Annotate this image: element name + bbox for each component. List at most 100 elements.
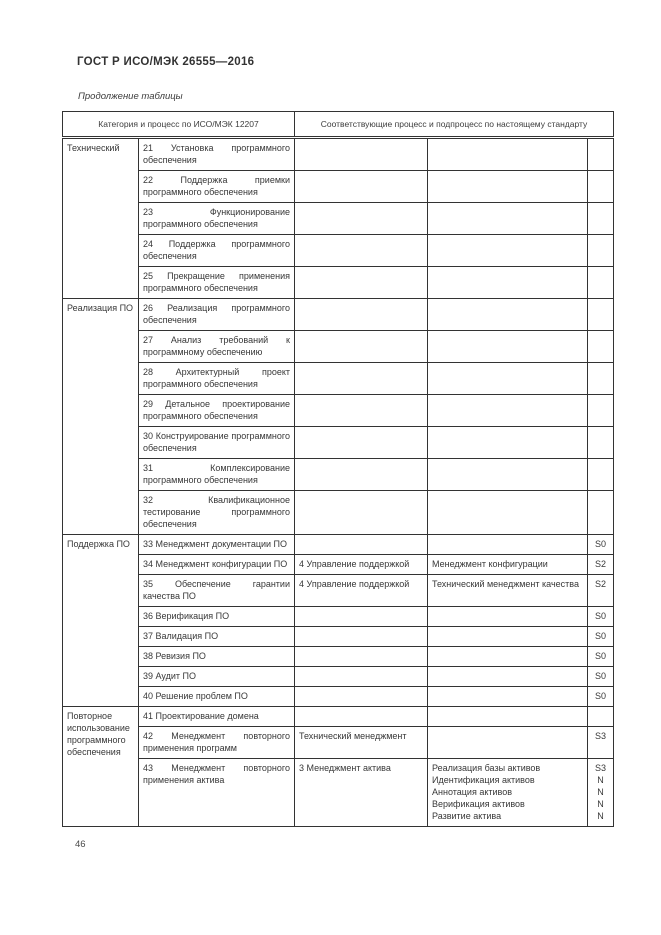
std-process-cell [294,534,428,555]
subprocess-cell [427,394,588,427]
doc-number: ГОСТ Р ИСО/МЭК 26555—2016 [77,56,255,68]
table-row: Реализация ПО 26 Реализация программного… [62,298,615,535]
code-cell: S0 [586,606,615,627]
std-process-cell: 4 Управление поддержкой [294,574,428,607]
table-row: 32 Квалификационное тестирование програм… [63,490,615,535]
std-process-cell [294,170,428,203]
std-process-cell [294,202,428,235]
std-process-cell [294,458,428,491]
page-number: 46 [75,839,86,850]
process-cell: 42 Менеджмент повторного применения прог… [138,726,295,759]
std-process-cell [294,298,428,331]
std-process-cell: 3 Менеджмент актива [294,758,428,827]
code-cell: S2 [586,554,615,575]
code-cell: S3 N N N N [586,758,615,827]
table-caption: Продолжение таблицы [78,91,183,102]
code-cell [586,362,615,395]
process-cell: 43 Менеджмент повторного применения акти… [138,758,295,827]
subprocess-cell [427,686,588,707]
process-cell: 41 Проектирование домена [138,706,295,727]
process-cell: 26 Реализация программного обеспечения [138,298,295,331]
process-cell: 22 Поддержка приемки программного обеспе… [138,170,295,203]
table-header-right: Соответствующие процесс и подпроцесс по … [293,111,615,139]
code-cell: S0 [586,666,615,687]
process-cell: 33 Менеджмент документации ПО [138,534,295,555]
process-cell: 21 Установка программного обеспечения [138,137,295,171]
subprocess-cell [427,726,588,759]
code-cell [586,137,615,171]
subprocess-cell: Технический менеджмент качества [427,574,588,607]
table-header-row: Категория и процесс по ИСО/МЭК 12207 Соо… [62,111,615,139]
subprocess-cell [427,202,588,235]
subprocess-cell [427,490,588,535]
std-process-cell [294,394,428,427]
table-row: 23 Функционирование программного обеспеч… [63,202,615,235]
code-cell: S3 [586,726,615,759]
subprocess-cell: Менеджмент конфигурации [427,554,588,575]
table-row: 43 Менеджмент повторного применения акти… [63,758,615,827]
process-cell: 23 Функционирование программного обеспеч… [138,202,295,235]
code-cell: S0 [586,686,615,707]
table-row: 27 Анализ требований к программному обес… [63,330,615,363]
subprocess-cell [427,170,588,203]
code-cell [586,426,615,459]
subprocess-cell [427,298,588,331]
process-cell: 28 Архитектурный проект программного обе… [138,362,295,395]
subprocess-cell [427,137,588,171]
std-process-cell [294,706,428,727]
table-row: 34 Менеджмент конфигурации ПО 4 Управлен… [63,554,615,575]
table-row: 38 Ревизия ПО S0 [63,646,615,667]
std-process-cell [294,234,428,267]
table-row: 28 Архитектурный проект программного обе… [63,362,615,395]
code-cell [586,202,615,235]
process-cell: 30 Конструирование программного обеспече… [138,426,295,459]
std-process-cell [294,626,428,647]
subprocess-cell [427,234,588,267]
subprocess-cell [427,646,588,667]
code-cell: S0 [586,534,615,555]
std-process-cell: 4 Управление поддержкой [294,554,428,575]
code-cell [586,394,615,427]
table-row: 39 Аудит ПО S0 [63,666,615,687]
table-row: 24 Поддержка программного обеспечения [63,234,615,267]
code-cell [586,330,615,363]
std-process-cell [294,330,428,363]
subprocess-cell [427,426,588,459]
subprocess-cell [427,626,588,647]
std-process-cell [294,137,428,171]
code-cell: S2 [586,574,615,607]
table-row: 37 Валидация ПО S0 [63,626,615,647]
code-cell [586,458,615,491]
category-cell: Технический [62,137,139,299]
process-cell: 39 Аудит ПО [138,666,295,687]
subprocess-cell [427,534,588,555]
code-cell [586,298,615,331]
code-cell [586,234,615,267]
subprocess-cell [427,330,588,363]
subprocess-cell [427,362,588,395]
table-row: 30 Конструирование программного обеспече… [63,426,615,459]
std-process-cell [294,666,428,687]
std-process-cell [294,362,428,395]
process-cell: 25 Прекращение применения программного о… [138,266,295,299]
subprocess-cell [427,706,588,727]
std-process-cell [294,686,428,707]
process-cell: 37 Валидация ПО [138,626,295,647]
code-cell [586,490,615,535]
table-row: Технический 21 Установка программного об… [62,137,615,299]
process-cell: 24 Поддержка программного обеспечения [138,234,295,267]
process-mapping-table: Категория и процесс по ИСО/МЭК 12207 Соо… [62,111,615,827]
process-cell: 36 Верификация ПО [138,606,295,627]
table-row: Повторное использование программного обе… [62,706,615,827]
table-row: 31 Комплексирование программного обеспеч… [63,458,615,491]
category-cell: Поддержка ПО [62,534,139,707]
subprocess-cell [427,266,588,299]
std-process-cell [294,426,428,459]
process-cell: 32 Квалификационное тестирование програм… [138,490,295,535]
category-cell: Повторное использование программного обе… [62,706,139,827]
category-cell: Реализация ПО [62,298,139,535]
subprocess-cell [427,666,588,687]
process-cell: 27 Анализ требований к программному обес… [138,330,295,363]
code-cell: S0 [586,646,615,667]
